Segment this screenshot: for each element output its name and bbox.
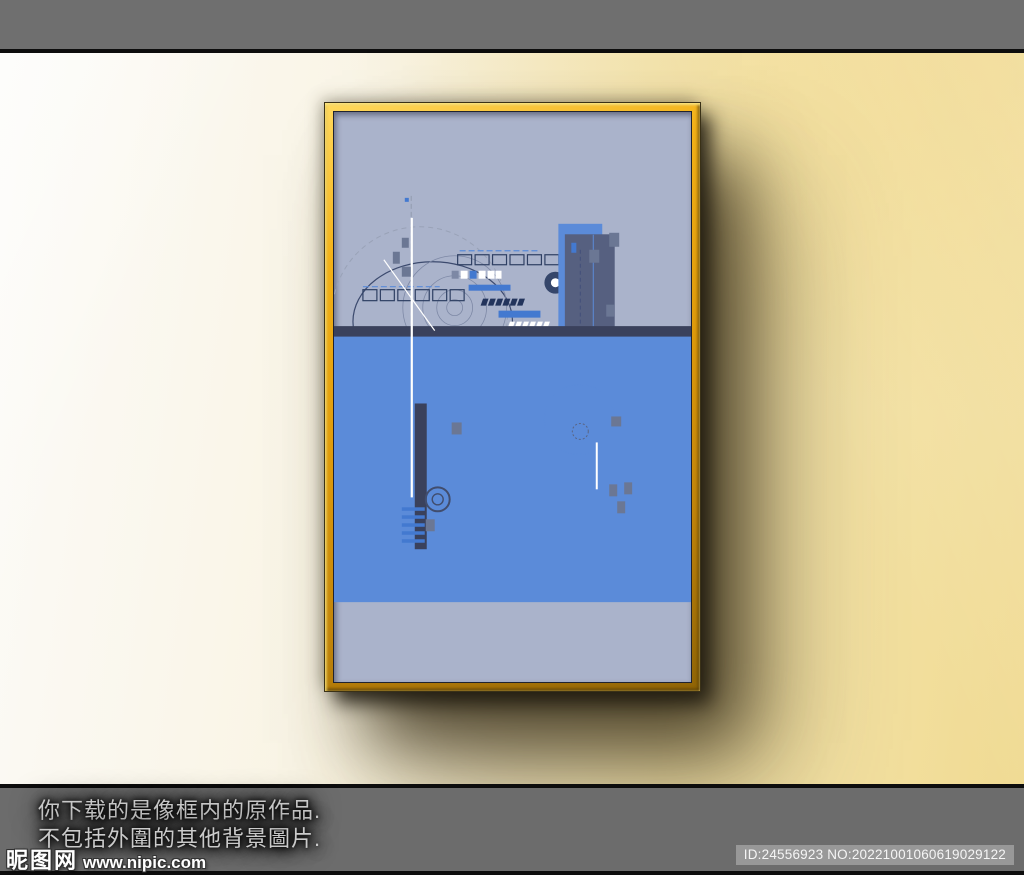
nipic-url: www.nipic.com (83, 853, 207, 872)
notice-line2: 不包括外圍的其他背景圖片. (38, 826, 322, 851)
nipic-logo: 昵图网 (6, 848, 79, 873)
bottom-separator-line (0, 784, 1024, 788)
abstract-artwork (334, 195, 691, 603)
preview-background (0, 53, 1024, 784)
artwork-canvas (333, 111, 692, 683)
bottom-gray-bar: 你下载的是像框内的原作品. 不包括外圍的其他背景圖片. 昵图网 www.nipic… (0, 788, 1024, 873)
bottom-edge-line (0, 871, 1024, 875)
download-notice-text: 你下载的是像框内的原作品. 不包括外圍的其他背景圖片. (38, 797, 321, 853)
notice-line1: 你下载的是像框内的原作品. (38, 798, 322, 823)
image-id-badge: ID:24556923 NO:20221001060619029122 (735, 845, 1014, 865)
picture-frame (325, 103, 700, 691)
nipic-watermark: 昵图网 www.nipic.com (6, 843, 206, 875)
top-gray-bar (0, 0, 1024, 53)
